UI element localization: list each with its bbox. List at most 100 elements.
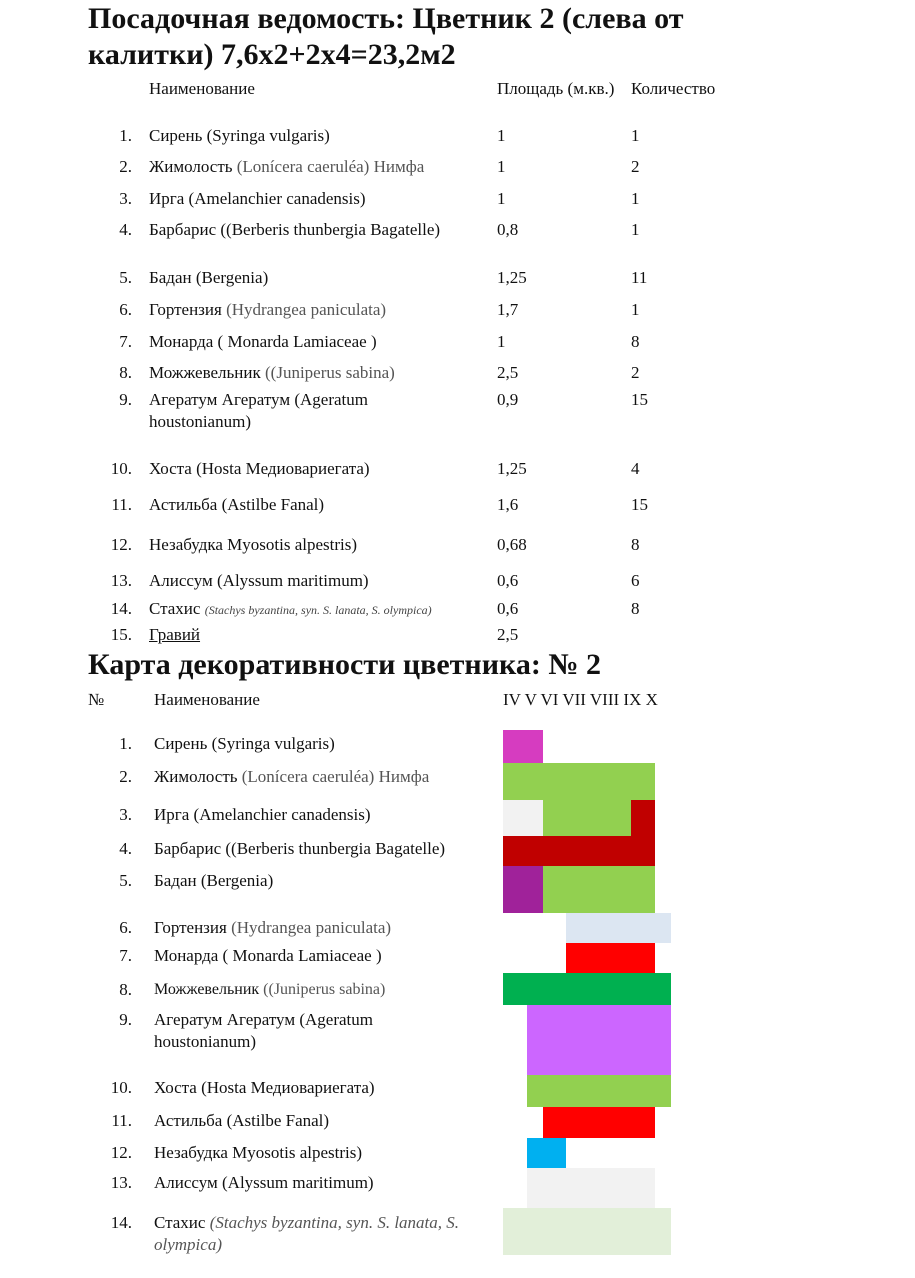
row-number: 14. [110,1213,132,1232]
plant-name-main: Стахис [149,599,205,618]
decor-bar-purple [503,866,543,913]
row-number: 13. [110,1173,132,1192]
decor-header-num: № [88,690,105,709]
plant-name-main: Агератум Агератум (Ageratum [149,390,368,409]
plant-name-main: Астильба (Astilbe Fanal) [154,1111,330,1130]
decor-bar-palegreen [503,1208,671,1255]
plant-name-main: Незабудка Myosotis alpestris) [154,1143,363,1162]
plant-name-continued: olympica) [154,1235,222,1254]
plant-qty: 15 [631,495,648,514]
plant-name-main: Жимолость [154,767,242,786]
decor-bar-lightblue [566,913,671,943]
row-number: 10. [110,1078,132,1097]
plant-name: Можжевельник ((Juniperus sabina) [154,979,385,1001]
planting-title-line2: калитки) 7,6х2+2х4=23,2м2 [88,38,456,71]
decor-header-name: Наименование [154,690,260,709]
row-number: 6. [119,918,132,937]
plant-qty: 1 [631,220,640,239]
plant-name-main: Бадан (Bergenia) [149,268,269,287]
plant-name-main: Барбарис ((Berberis thunbergia Bagatelle… [149,220,441,239]
row-number: 13. [110,571,132,590]
plant-qty: 1 [631,126,640,145]
plant-name-main: Алиссум (Alyssum maritimum) [154,1173,374,1192]
plant-area: 2,5 [497,363,519,382]
plant-name: Сирень (Syringa vulgaris) [149,125,330,147]
plant-name: Жимолость (Lonícera caeruléa) Нимфа [154,766,429,788]
plant-name-main: Сирень (Syringa vulgaris) [154,734,335,753]
planting-header-name: Наименование [149,79,255,98]
plant-name-main: Монарда ( Monarda Lamiaceae ) [154,946,382,965]
plant-name: Агератум Агератум (Ageratum [149,389,368,411]
plant-qty: 4 [631,459,640,478]
plant-area: 0,6 [497,571,519,590]
plant-name-main: Монарда ( Monarda Lamiaceae ) [149,332,377,351]
plant-qty: 15 [631,390,648,409]
plant-area: 1 [497,157,506,176]
plant-name-main: Агератум Агератум (Ageratum [154,1010,373,1029]
plant-area: 1 [497,332,506,351]
decor-bar-red [543,1107,655,1138]
decor-bar-green [503,763,655,800]
row-number: 4. [119,839,132,858]
decor-bar-violet [527,1005,671,1075]
plant-name: Монарда ( Monarda Lamiaceae ) [149,331,377,353]
plant-area: 1,25 [497,459,527,478]
planting-header-qty: Количество [631,79,716,98]
plant-area: 1 [497,126,506,145]
plant-name-main: Можжевельник [149,363,265,382]
plant-name: Астильба (Astilbe Fanal) [154,1110,329,1132]
row-number: 8. [119,980,132,999]
plant-name-latin: (Stachys byzantina, syn. S. lanata, S. o… [204,603,432,617]
plant-name: Алиссум (Alyssum maritimum) [149,570,369,592]
plant-name: Жимолость (Lonícera caeruléa) Нимфа [149,156,424,178]
plant-name: Незабудка Myosotis alpestris) [154,1142,362,1164]
plant-name-main: Гравий [149,625,201,644]
decor-bar-lightgray [503,800,543,836]
row-number: 9. [119,1010,132,1029]
decor-bar-green [543,800,631,836]
plant-area: 0,6 [497,599,519,618]
row-number: 14. [110,599,132,618]
plant-area: 0,9 [497,390,519,409]
plant-qty: 6 [631,571,640,590]
decor-bar-darkred [503,836,655,866]
plant-name: Гравий [149,624,200,646]
row-number: 3. [119,805,132,824]
plant-name-main: Барбарис ((Berberis thunbergia Bagatelle… [154,839,446,858]
row-number: 1. [119,734,132,753]
plant-name-latin: (Lonícera caeruléa) Нимфа [241,767,430,786]
row-number: 5. [119,268,132,287]
plant-name: Стахис (Stachys byzantina, syn. S. lanat… [154,1212,459,1234]
plant-area: 0,68 [497,535,527,554]
plant-name-main: Ирга (Amelanchier canadensis) [154,805,371,824]
row-number: 8. [119,363,132,382]
plant-name: Незабудка Myosotis alpestris) [149,534,357,556]
plant-name-main: Гортензия [154,918,232,937]
plant-name-main: Жимолость [149,157,237,176]
row-number: 2. [119,767,132,786]
plant-name: Стахис (Stachys byzantina, syn. S. lanat… [149,598,432,621]
row-number: 2. [119,157,132,176]
plant-name: Сирень (Syringa vulgaris) [154,733,335,755]
plant-area: 2,5 [497,625,519,644]
row-number: 12. [110,535,132,554]
planting-header-area: Площадь (м.кв.) [497,79,615,98]
plant-name-main: Хоста (Hosta Медиовариегата) [149,459,370,478]
row-number: 7. [119,946,132,965]
decor-bar-lightgray [527,1168,655,1208]
plant-name-main: Алиссум (Alyssum maritimum) [149,571,369,590]
plant-name: Барбарис ((Berberis thunbergia Bagatelle… [149,219,440,241]
plant-name-latin: (Hydrangea paniculata) [231,918,392,937]
plant-qty: 2 [631,363,640,382]
plant-name-main: Незабудка Myosotis alpestris) [149,535,358,554]
plant-name-latin: ((Juniperus sabina) [263,981,386,998]
row-number: 7. [119,332,132,351]
row-number: 12. [110,1143,132,1162]
decor-bar-red [566,943,655,973]
plant-name: Бадан (Bergenia) [154,870,273,892]
plant-name-main: Бадан (Bergenia) [154,871,274,890]
plant-name-main: Стахис [154,1213,210,1232]
plant-name-main: Хоста (Hosta Медиовариегата) [154,1078,375,1097]
plant-name-latin: (Lonícera caeruléa) Нимфа [236,157,425,176]
decor-header-months: IV V VI VII VIII IX X [503,690,658,709]
